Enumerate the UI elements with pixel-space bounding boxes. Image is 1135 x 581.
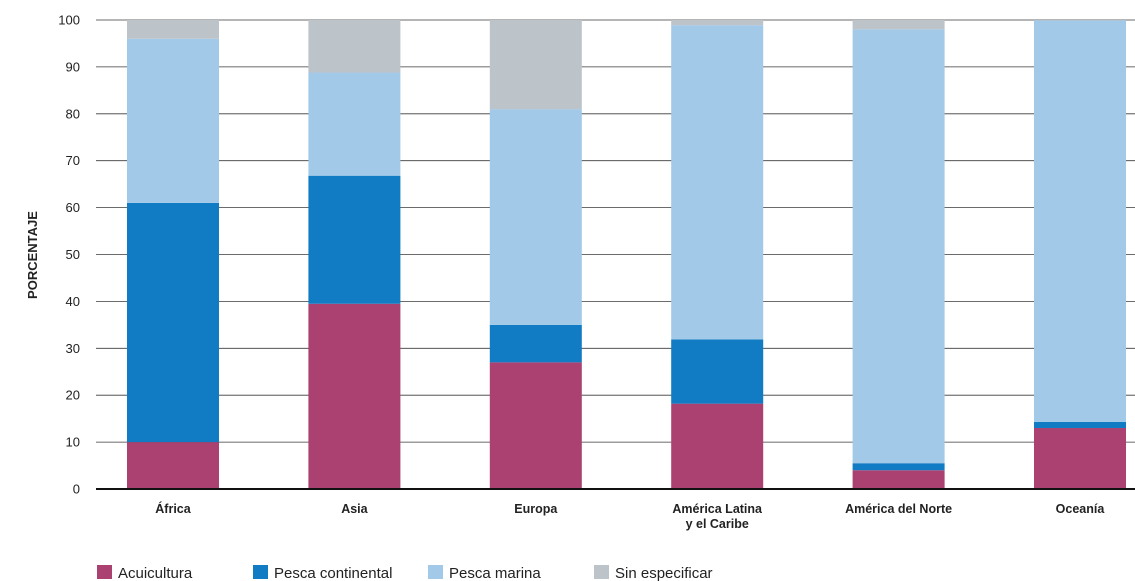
bar-segment xyxy=(671,339,764,404)
bars xyxy=(127,20,1126,489)
bar-segment xyxy=(671,403,764,489)
bar-segment xyxy=(308,303,401,489)
bar-segment xyxy=(1034,428,1126,489)
legend-label: Sin especificar xyxy=(615,565,713,581)
gridlines xyxy=(96,19,1135,443)
x-tick-label: América Latina y el Caribe xyxy=(672,502,763,531)
y-tick-label: 10 xyxy=(66,435,80,450)
bar-segment xyxy=(489,324,582,363)
bar-segment xyxy=(852,29,945,464)
legend-swatch xyxy=(97,565,112,579)
y-tick-label: 0 xyxy=(73,482,80,497)
legend-label: Acuicultura xyxy=(118,565,193,581)
bar-segment xyxy=(489,109,582,325)
bar-segment xyxy=(852,470,945,489)
bar-segment xyxy=(127,442,219,489)
legend-swatch xyxy=(428,565,443,579)
bar-segment xyxy=(127,20,219,39)
x-tick-label: África xyxy=(155,501,191,516)
y-axis-title: PORCENTAJE xyxy=(25,211,40,299)
bar-segment xyxy=(852,463,945,471)
bar-segment xyxy=(489,20,582,110)
axes: 0 10 20 30 40 50 60 70 80 90 100 África Asia Europa Am… xyxy=(58,13,1135,531)
legend-label: Pesca marina xyxy=(449,565,541,581)
y-tick-label: 100 xyxy=(58,13,80,28)
y-tick-label: 70 xyxy=(66,153,80,168)
bar-segment xyxy=(308,72,401,176)
y-tick-label: 80 xyxy=(66,106,80,121)
x-tick-label: Oceanía xyxy=(1056,502,1106,516)
legend-swatch xyxy=(594,565,609,579)
legend-swatch xyxy=(253,565,268,579)
y-tick-label: 30 xyxy=(66,341,80,356)
y-tick-label: 60 xyxy=(66,200,80,215)
bar-segment xyxy=(308,175,401,304)
bar-segment xyxy=(852,20,945,30)
y-tick-label: 50 xyxy=(66,247,80,262)
bar-segment xyxy=(1034,20,1126,422)
y-tick-label: 90 xyxy=(66,59,80,74)
legend: Acuicultura Pesca continental Pesca marina… xyxy=(97,565,713,581)
bar-segment xyxy=(671,25,764,340)
bar-segment xyxy=(489,362,582,489)
x-tick-label: América del Norte xyxy=(845,502,952,516)
x-tick-label: Europa xyxy=(514,502,558,516)
bar-segment xyxy=(1034,421,1126,429)
x-tick-label: Asia xyxy=(341,502,368,516)
bar-segment xyxy=(127,202,219,443)
y-tick-label: 40 xyxy=(66,294,80,309)
bar-segment xyxy=(671,20,764,26)
bar-segment xyxy=(308,20,401,73)
legend-label: Pesca continental xyxy=(274,565,392,581)
y-tick-label: 20 xyxy=(66,388,80,403)
bar-segment xyxy=(127,38,219,203)
